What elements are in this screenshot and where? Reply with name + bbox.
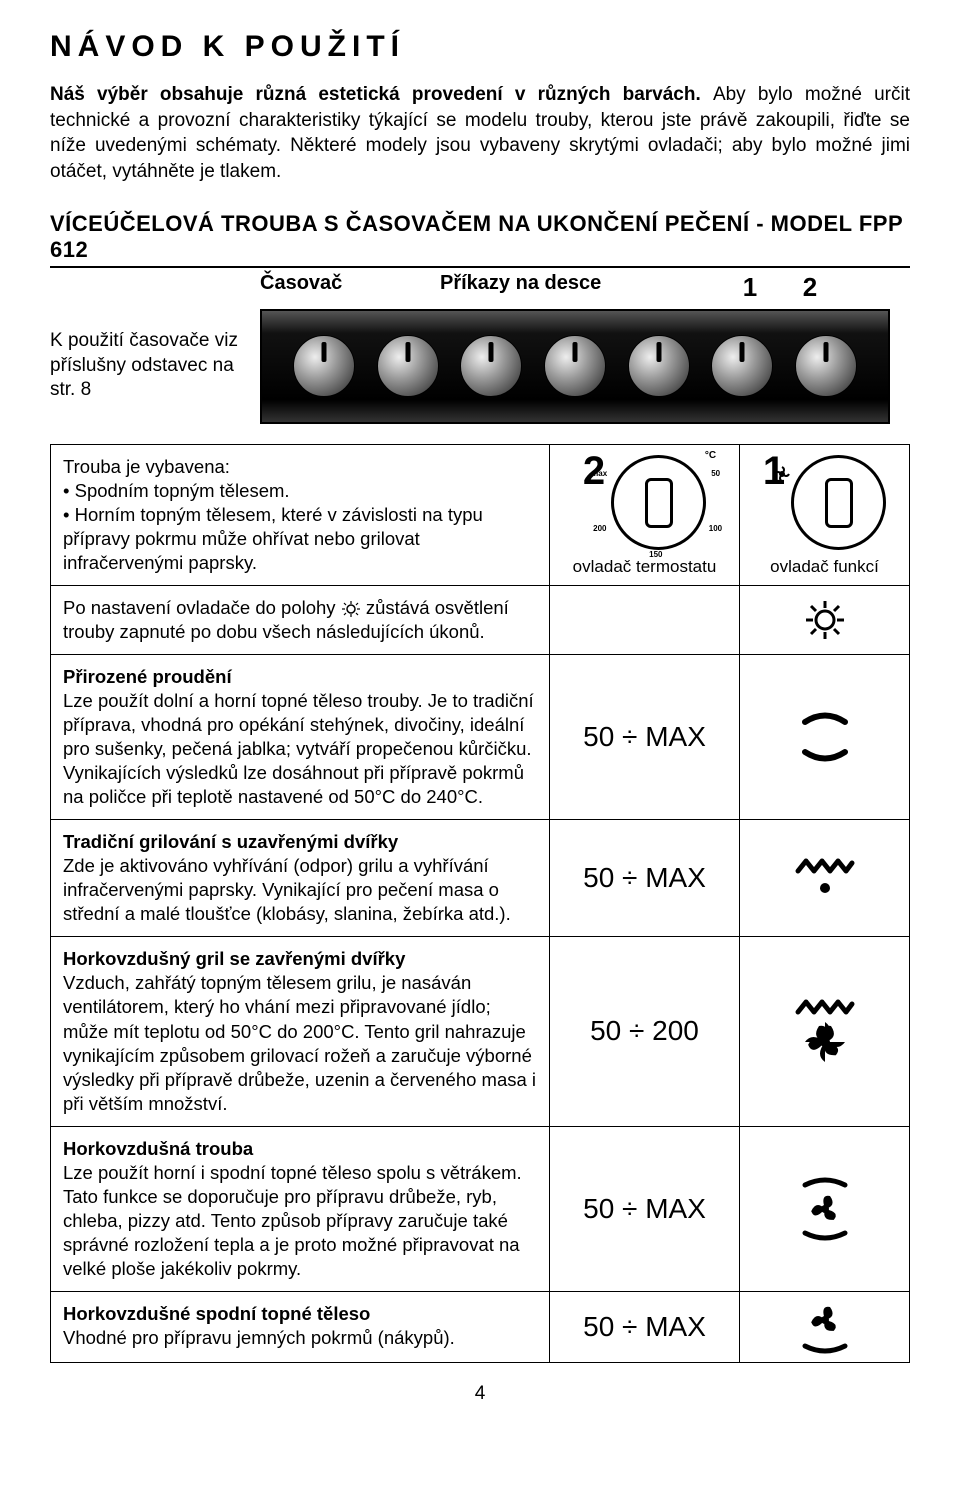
- empty-cell: [550, 585, 740, 654]
- row-text: Vzduch, zahřátý topným tělesem grilu, je…: [63, 972, 536, 1113]
- knob-icon: [293, 335, 355, 397]
- temp-range: 50 ÷ MAX: [550, 1126, 740, 1291]
- row-head: Přirozené proudění: [63, 666, 232, 687]
- natural-convection-cell: Přirozené proudění Lze použít dolní a ho…: [51, 654, 550, 819]
- thermostat-dial-icon: [611, 455, 706, 550]
- bullet: Horním topným tělesem, které v závislost…: [63, 504, 483, 573]
- page-title: NÁVOD K POUŽITÍ: [50, 30, 910, 64]
- intro-paragraph: Náš výběr obsahuje různá estetická prove…: [50, 82, 910, 185]
- knob-icon: [377, 335, 439, 397]
- temp-mark: 150: [649, 550, 662, 560]
- light-desc-cell: Po nastavení ovladače do polohy zůstává …: [51, 585, 550, 654]
- function-dial-cell: 1 ovladač funkcí: [740, 444, 910, 585]
- bottom-fan-icon-cell: [740, 1291, 910, 1362]
- equip-head: Trouba je vybavena:: [63, 456, 230, 477]
- section-heading: VÍCEÚČELOVÁ TROUBA S ČASOVAČEM NA UKONČE…: [50, 211, 910, 268]
- temp-range: 50 ÷ MAX: [550, 654, 740, 819]
- page-number: 4: [50, 1383, 910, 1405]
- bullet: Spodním topným tělesem.: [75, 480, 290, 501]
- temp-mark: 100: [709, 524, 722, 534]
- table-row: Horkovzdušný gril se zavřenými dvířky Vz…: [51, 937, 910, 1126]
- top-bottom-heat-icon-cell: [740, 654, 910, 819]
- light-icon-cell: [740, 585, 910, 654]
- bottom-fan-cell: Horkovzdušné spodní topné těleso Vhodné …: [51, 1291, 550, 1362]
- bottom-fan-icon: [790, 1298, 860, 1356]
- knob-icon: [711, 335, 773, 397]
- functions-table: Trouba je vybavena: • Spodním topným těl…: [50, 444, 910, 1363]
- row-head: Horkovzdušná trouba: [63, 1138, 253, 1159]
- temp-mark: 50: [711, 469, 720, 479]
- light-icon: [341, 601, 361, 617]
- grill-fan-icon: [790, 997, 860, 1067]
- thermostat-dial-cell: 2 °C 50 100 150 200 max ovladač termosta…: [550, 444, 740, 585]
- function-dial-icon: [791, 455, 886, 550]
- temp-range: 50 ÷ MAX: [550, 1291, 740, 1362]
- fan-mini-icon: [773, 465, 791, 483]
- row-head: Horkovzdušný gril se zavřenými dvířky: [63, 948, 405, 969]
- thermostat-label: ovladač termostatu: [556, 556, 733, 578]
- function-label: ovladač funkcí: [746, 556, 903, 578]
- timer-caption: K použití časovače viz příslušny odstave…: [50, 329, 260, 403]
- table-row: Tradiční grilování s uzavřenými dvířky Z…: [51, 820, 910, 937]
- row-text: Zde je aktivováno vyhřívání (odpor) gril…: [63, 855, 511, 924]
- grill-icon: [790, 853, 860, 903]
- table-row: Horkovzdušná trouba Lze použít horní i s…: [51, 1126, 910, 1291]
- intro-bold: Náš výběr obsahuje různá estetická prove…: [50, 84, 713, 105]
- table-row: Horkovzdušné spodní topné těleso Vhodné …: [51, 1291, 910, 1362]
- text: Po nastavení ovladače do polohy: [63, 597, 341, 618]
- label-commands: Příkazy na desce: [440, 272, 720, 303]
- grill-icon-cell: [740, 820, 910, 937]
- temp-mark: 200: [593, 524, 606, 534]
- table-row: Přirozené proudění Lze použít dolní a ho…: [51, 654, 910, 819]
- grill-fan-icon-cell: [740, 937, 910, 1126]
- label-num-1: 1: [720, 272, 780, 303]
- grill-cell: Tradiční grilování s uzavřenými dvířky Z…: [51, 820, 550, 937]
- panel-labels-row: Časovač Příkazy na desce 1 2: [50, 272, 910, 303]
- label-timer: Časovač: [260, 272, 440, 303]
- equipment-cell: Trouba je vybavena: • Spodním topným těl…: [51, 444, 550, 585]
- temp-range: 50 ÷ MAX: [550, 820, 740, 937]
- temp-unit: °C: [705, 449, 716, 462]
- light-icon: [800, 598, 850, 642]
- fan-oven-cell: Horkovzdušná trouba Lze použít horní i s…: [51, 1126, 550, 1291]
- row-text: Vhodné pro přípravu jemných pokrmů (náky…: [63, 1327, 455, 1348]
- knob-icon: [795, 335, 857, 397]
- knob-icon: [544, 335, 606, 397]
- row-head: Tradiční grilování s uzavřenými dvířky: [63, 831, 398, 852]
- temp-range: 50 ÷ 200: [550, 937, 740, 1126]
- row-text: Lze použít dolní a horní topné těleso tr…: [63, 690, 534, 807]
- fan-grill-cell: Horkovzdušný gril se zavřenými dvířky Vz…: [51, 937, 550, 1126]
- table-row: Trouba je vybavena: • Spodním topným těl…: [51, 444, 910, 585]
- top-bottom-heat-icon: [790, 707, 860, 767]
- row-head: Horkovzdušné spodní topné těleso: [63, 1303, 370, 1324]
- label-num-2: 2: [780, 272, 840, 303]
- row-text: Lze použít horní i spodní topné těleso s…: [63, 1162, 522, 1279]
- top-bottom-fan-icon: [790, 1173, 860, 1245]
- temp-mark: max: [591, 469, 607, 479]
- control-panel-row: K použití časovače viz příslušny odstave…: [50, 309, 910, 424]
- knob-icon: [628, 335, 690, 397]
- control-panel-photo: [260, 309, 890, 424]
- table-row: Po nastavení ovladače do polohy zůstává …: [51, 585, 910, 654]
- top-bottom-fan-icon-cell: [740, 1126, 910, 1291]
- knob-icon: [460, 335, 522, 397]
